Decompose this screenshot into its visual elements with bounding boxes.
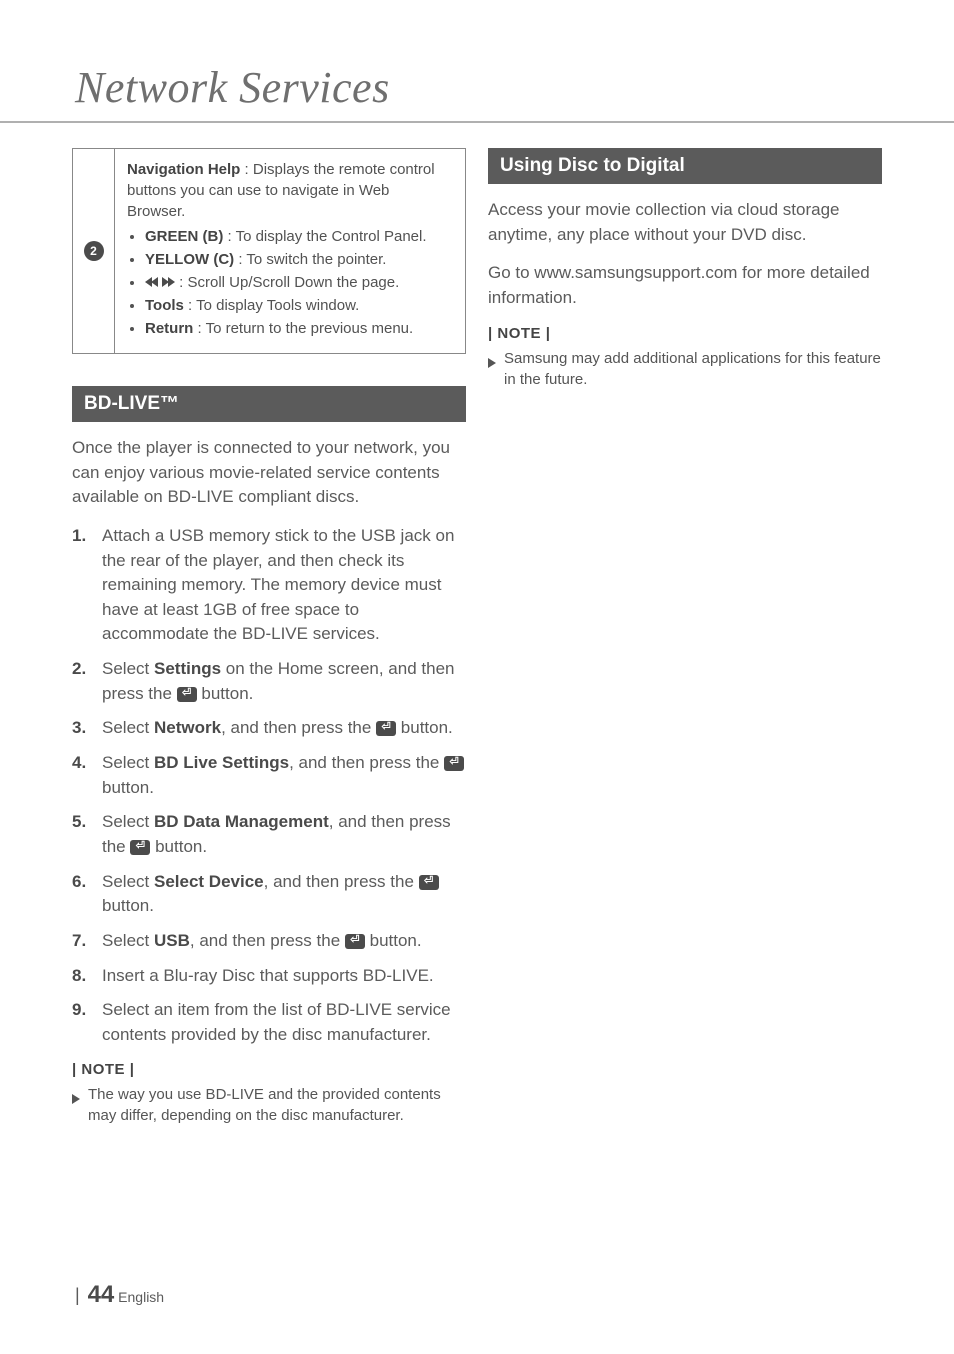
s6-pre: Select: [102, 872, 154, 891]
bd-live-heading: BD-LIVE™: [72, 386, 466, 422]
enter-icon: ⏎: [376, 721, 396, 736]
s4-pre: Select: [102, 753, 154, 772]
s4-post: button.: [102, 778, 154, 797]
step-4: Select BD Live Settings, and then press …: [72, 751, 466, 800]
s5-pre: Select: [102, 812, 154, 831]
s5-post: button.: [150, 837, 207, 856]
step-3: Select Network, and then press the ⏎ but…: [72, 716, 466, 741]
s8-text: Insert a Blu-ray Disc that supports BD-L…: [102, 966, 434, 985]
return-label: Return: [145, 320, 193, 337]
navigation-help-box: 2 Navigation Help : Displays the remote …: [72, 148, 466, 354]
step-1-text: Attach a USB memory stick to the USB jac…: [102, 526, 454, 644]
s7-pre: Select: [102, 931, 154, 950]
s5-b: BD Data Management: [154, 812, 329, 831]
s3-b: Network: [154, 718, 221, 737]
note-left: The way you use BD-LIVE and the provided…: [72, 1084, 466, 1126]
s3-mid: , and then press the: [221, 718, 376, 737]
green-b-desc: : To display the Control Panel.: [223, 228, 426, 245]
yellow-c-label: YELLOW (C): [145, 251, 234, 268]
nav-item-scroll: : Scroll Up/Scroll Down the page.: [145, 272, 451, 293]
disc-to-digital-heading: Using Disc to Digital: [488, 148, 882, 184]
step-7: Select USB, and then press the ⏎ button.: [72, 929, 466, 954]
bd-live-intro: Once the player is connected to your net…: [72, 436, 466, 510]
s6-b: Select Device: [154, 872, 264, 891]
triangle-bullet-icon: [488, 353, 496, 390]
nav-item-return: Return : To return to the previous menu.: [145, 318, 451, 339]
note-left-text: The way you use BD-LIVE and the provided…: [88, 1084, 466, 1126]
s7-b: USB: [154, 931, 190, 950]
nav-item-green: GREEN (B) : To display the Control Panel…: [145, 226, 451, 247]
rewind-forward-icon: [145, 274, 179, 291]
box-content: Navigation Help : Displays the remote co…: [115, 149, 465, 353]
s4-mid: , and then press the: [289, 753, 444, 772]
s2-post: button.: [197, 684, 254, 703]
enter-icon: ⏎: [130, 840, 150, 855]
box-number-cell: 2: [73, 149, 115, 353]
note-label-right: | NOTE |: [488, 325, 882, 342]
nav-help-title: Navigation Help: [127, 161, 240, 178]
green-b-label: GREEN (B): [145, 228, 223, 245]
two-column-layout: 2 Navigation Help : Displays the remote …: [0, 123, 954, 1126]
step-8: Insert a Blu-ray Disc that supports BD-L…: [72, 964, 466, 989]
note-label-left: | NOTE |: [72, 1061, 466, 1078]
footer-lang: English: [118, 1289, 164, 1305]
s3-post: button.: [396, 718, 453, 737]
step-1: Attach a USB memory stick to the USB jac…: [72, 524, 466, 647]
s3-pre: Select: [102, 718, 154, 737]
box-number-badge: 2: [84, 241, 104, 261]
step-9: Select an item from the list of BD-LIVE …: [72, 998, 466, 1047]
step-2: Select Settings on the Home screen, and …: [72, 657, 466, 706]
step-5: Select BD Data Management, and then pres…: [72, 810, 466, 859]
left-column: 2 Navigation Help : Displays the remote …: [72, 148, 466, 1126]
note-right-text: Samsung may add additional applications …: [504, 348, 882, 390]
enter-icon: ⏎: [419, 875, 439, 890]
page-title: Network Services: [0, 0, 954, 123]
step-6: Select Select Device, and then press the…: [72, 870, 466, 919]
tools-desc: : To display Tools window.: [184, 297, 359, 314]
enter-icon: ⏎: [345, 934, 365, 949]
scroll-desc: : Scroll Up/Scroll Down the page.: [179, 274, 399, 291]
s7-post: button.: [365, 931, 422, 950]
bd-live-steps: Attach a USB memory stick to the USB jac…: [72, 524, 466, 1048]
s2-b: Settings: [154, 659, 221, 678]
s6-post: button.: [102, 896, 154, 915]
nav-item-yellow: YELLOW (C) : To switch the pointer.: [145, 249, 451, 270]
s7-mid: , and then press the: [190, 931, 345, 950]
tools-label: Tools: [145, 297, 184, 314]
d2d-p1: Access your movie collection via cloud s…: [488, 198, 882, 247]
s9-text: Select an item from the list of BD-LIVE …: [102, 1000, 451, 1044]
right-column: Using Disc to Digital Access your movie …: [488, 148, 882, 1126]
page-number: 44: [88, 1281, 115, 1308]
nav-item-tools: Tools : To display Tools window.: [145, 295, 451, 316]
return-desc: : To return to the previous menu.: [193, 320, 413, 337]
yellow-c-desc: : To switch the pointer.: [234, 251, 386, 268]
d2d-p2: Go to www.samsungsupport.com for more de…: [488, 261, 882, 310]
enter-icon: ⏎: [177, 687, 197, 702]
triangle-bullet-icon: [72, 1089, 80, 1126]
page-footer: | 44 English: [75, 1281, 164, 1309]
s2-pre: Select: [102, 659, 154, 678]
enter-icon: ⏎: [444, 756, 464, 771]
s6-mid: , and then press the: [264, 872, 419, 891]
footer-pipe: |: [75, 1285, 80, 1305]
s4-b: BD Live Settings: [154, 753, 289, 772]
note-right: Samsung may add additional applications …: [488, 348, 882, 390]
